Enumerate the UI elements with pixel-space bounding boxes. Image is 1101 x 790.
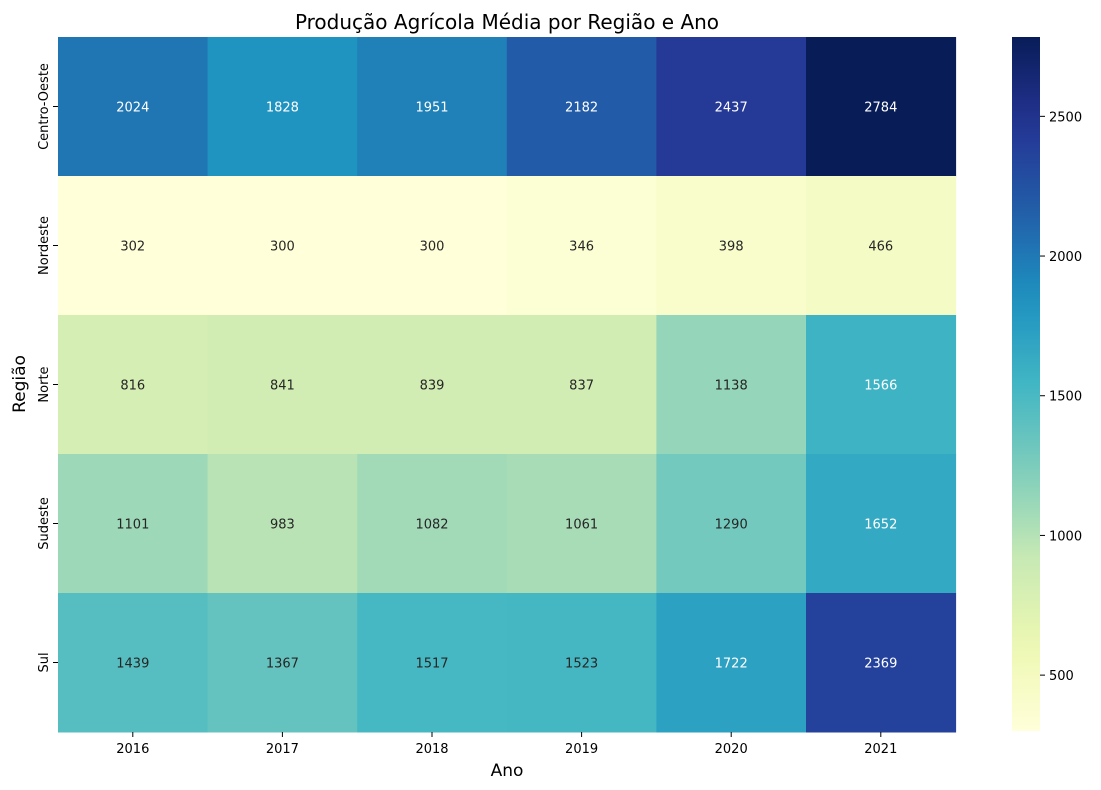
heatmap-cell <box>656 315 807 455</box>
heatmap-cell <box>58 315 209 455</box>
colorbar-tick-label: 2500 <box>1049 110 1082 125</box>
heatmap-cell <box>357 315 508 455</box>
cell-value-label: 1517 <box>415 657 448 672</box>
y-tick-label: Norte <box>37 366 52 402</box>
cell-value-label: 466 <box>868 240 893 255</box>
x-tick-label: 2021 <box>864 742 897 757</box>
cell-value-label: 841 <box>270 379 295 394</box>
cell-value-label: 1523 <box>565 657 598 672</box>
x-axis: 2016 2017 2018 2019 2020 2021 <box>116 732 897 757</box>
cell-value-label: 839 <box>420 379 445 394</box>
colorbar-tick-label: 1000 <box>1049 529 1082 544</box>
heatmap-cell <box>656 176 807 316</box>
x-tick-label: 2019 <box>565 742 598 757</box>
cell-value-label: 1061 <box>565 518 598 533</box>
cell-value-label: 2182 <box>565 101 598 116</box>
cell-value-label: 837 <box>569 379 594 394</box>
heatmap-cell <box>357 37 508 177</box>
cell-value-label: 300 <box>270 240 295 255</box>
cell-value-label: 2369 <box>864 657 897 672</box>
cell-value-label: 2784 <box>864 101 897 116</box>
colorbar-tick-label: 500 <box>1049 669 1074 684</box>
heatmap-cell <box>207 176 358 316</box>
heatmap-cell <box>506 37 657 177</box>
x-tick-label: 2018 <box>415 742 448 757</box>
y-axis: Centro-Oeste Nordeste Norte Sudeste Sul <box>37 63 58 673</box>
cell-value-label: 398 <box>719 240 744 255</box>
heatmap-cells: 2024 1828 1951 2182 2437 2784 302 300 300 346 398 4… <box>58 37 957 733</box>
cell-value-label: 1138 <box>715 379 748 394</box>
heatmap-cell <box>806 454 957 594</box>
heatmap-cell <box>58 593 209 733</box>
cell-value-label: 2024 <box>116 101 149 116</box>
heatmap-cell <box>357 454 508 594</box>
cell-value-label: 1652 <box>864 518 897 533</box>
heatmap-cell <box>656 454 807 594</box>
colorbar: 500 1000 1500 2000 2500 <box>1012 37 1082 731</box>
heatmap-cell <box>806 315 957 455</box>
x-tick-label: 2016 <box>116 742 149 757</box>
y-tick-label: Nordeste <box>37 216 52 275</box>
cell-value-label: 2437 <box>715 101 748 116</box>
heatmap-cell <box>207 593 358 733</box>
heatmap-cell <box>357 593 508 733</box>
colorbar-tick-label: 1500 <box>1049 390 1082 405</box>
heatmap-cell <box>207 315 358 455</box>
heatmap-cell <box>506 454 657 594</box>
colorbar-gradient <box>1012 37 1040 731</box>
cell-value-label: 300 <box>420 240 445 255</box>
cell-value-label: 302 <box>120 240 145 255</box>
colorbar-tick-label: 2000 <box>1049 250 1082 265</box>
cell-value-label: 1082 <box>415 518 448 533</box>
heatmap-cell <box>58 37 209 177</box>
heatmap-cell <box>58 176 209 316</box>
cell-value-label: 1367 <box>266 657 299 672</box>
heatmap-cell <box>656 37 807 177</box>
y-tick-label: Sudeste <box>37 497 52 550</box>
x-tick-label: 2017 <box>266 742 299 757</box>
cell-value-label: 1828 <box>266 101 299 116</box>
heatmap-cell <box>506 593 657 733</box>
heatmap-cell <box>806 37 957 177</box>
heatmap-cell <box>506 315 657 455</box>
cell-value-label: 346 <box>569 240 594 255</box>
heatmap-cell <box>58 454 209 594</box>
cell-value-label: 816 <box>120 379 145 394</box>
x-axis-title: Ano <box>491 761 524 781</box>
y-axis-title: Região <box>10 355 30 413</box>
heatmap-cell <box>806 176 957 316</box>
heatmap-cell <box>656 593 807 733</box>
heatmap-cell <box>207 454 358 594</box>
x-tick-label: 2020 <box>715 742 748 757</box>
y-tick-label: Centro-Oeste <box>37 63 52 150</box>
chart-title: Produção Agrícola Média por Região e Ano <box>295 10 719 34</box>
heatmap-cell <box>357 176 508 316</box>
cell-value-label: 1722 <box>715 657 748 672</box>
cell-value-label: 1566 <box>864 379 897 394</box>
cell-value-label: 1951 <box>415 101 448 116</box>
heatmap-cell <box>806 593 957 733</box>
y-tick-label: Sul <box>37 652 52 672</box>
cell-value-label: 1101 <box>116 518 149 533</box>
cell-value-label: 983 <box>270 518 295 533</box>
heatmap-cell <box>506 176 657 316</box>
heatmap-cell <box>207 37 358 177</box>
cell-value-label: 1439 <box>116 657 149 672</box>
cell-value-label: 1290 <box>715 518 748 533</box>
